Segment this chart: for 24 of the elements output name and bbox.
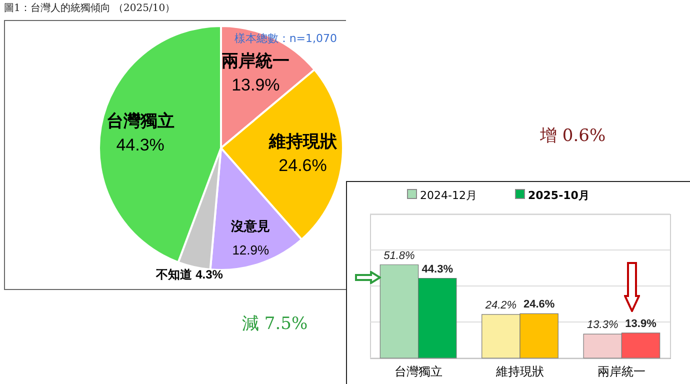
slice-label: 台灣獨立 [106, 111, 174, 130]
data-label: 24.2% [484, 299, 517, 312]
data-label: 13.9% [232, 76, 280, 95]
slice-label: 不知道 4.3% [155, 267, 224, 282]
text: 增 0.6% [540, 125, 606, 147]
slice-label: 維持現狀 [268, 132, 338, 152]
legend-label: 2024-12月 [419, 189, 477, 202]
x-tick-label: 兩岸統一 [598, 364, 646, 378]
slice-label: 兩岸統一 [222, 52, 290, 71]
data-label: 51.8% [384, 250, 416, 262]
data-label: 24.6% [278, 156, 327, 176]
data-label: 44.3% [116, 135, 164, 154]
x-tick-label: 維持現狀 [495, 364, 544, 378]
data-label: 12.9% [232, 242, 270, 258]
data-label: 13.3% [587, 319, 618, 332]
data-label: 44.3% [422, 263, 454, 276]
text: 減 7.5% [242, 313, 308, 335]
x-tick-label: 台灣獨立 [394, 364, 442, 378]
legend-label: 2025-10月 [526, 189, 590, 202]
data-label: 13.9% [625, 318, 657, 330]
slice-label: 沒意見 [230, 218, 270, 234]
text: 樣本總數：n=1,070 [234, 31, 337, 46]
data-label: 24.6% [523, 298, 555, 311]
chart-title: 圖1：台灣人的統獨傾向 （2025/10） [4, 2, 176, 15]
